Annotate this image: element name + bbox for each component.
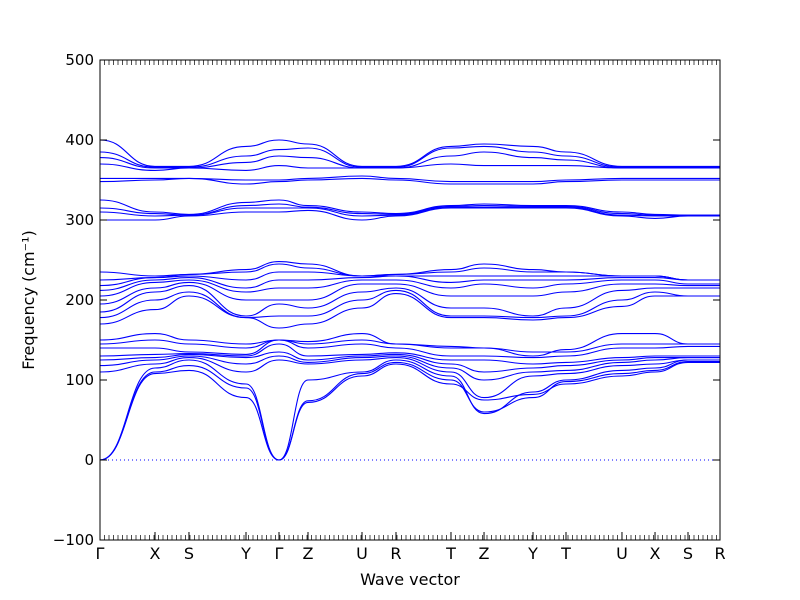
band-line (100, 333, 720, 357)
x-tick-label: Γ (275, 544, 284, 563)
x-tick-label: R (714, 544, 725, 563)
x-tick-label: X (650, 544, 661, 563)
band-line (100, 203, 720, 216)
x-tick-label: S (683, 544, 693, 563)
band-line (100, 177, 720, 185)
band-line (100, 279, 720, 297)
band-line (100, 339, 720, 353)
x-tick-label: R (390, 544, 401, 563)
x-tick-label: S (184, 544, 194, 563)
x-tick-label: Z (303, 544, 314, 563)
band-line (100, 281, 720, 305)
band-line (100, 351, 720, 373)
band-line (100, 261, 720, 281)
band-line (100, 285, 720, 317)
band-line (100, 175, 720, 183)
band-line (100, 355, 720, 381)
band-line (100, 145, 720, 168)
y-axis-ticks: −100 0 100 200 300 400 500 (53, 51, 720, 549)
band-line (100, 293, 720, 329)
band-line (100, 139, 720, 167)
x-tick-label: Y (240, 544, 251, 563)
band-line (100, 199, 720, 216)
x-tick-label: T (560, 544, 571, 563)
x-tick-label: U (356, 544, 368, 563)
band-line (100, 361, 720, 461)
band-line (100, 207, 720, 221)
y-axis-label: Frequency (cm⁻¹) (19, 230, 38, 369)
minor-ticks (99, 60, 717, 540)
band-line (100, 343, 720, 365)
x-tick-label: Z (479, 544, 490, 563)
x-tick-label: U (616, 544, 628, 563)
x-tick-label: T (445, 544, 456, 563)
y-tick-label: 100 (65, 371, 94, 389)
band-line (100, 206, 720, 217)
y-tick-label: 0 (84, 451, 94, 469)
band-line (100, 359, 720, 461)
y-tick-label: −100 (53, 531, 94, 549)
band-line (100, 275, 720, 291)
band-line (100, 289, 720, 319)
y-tick-label: 200 (65, 291, 94, 309)
x-tick-label: Γ (96, 544, 105, 563)
x-axis-label: Wave vector (360, 570, 460, 589)
y-tick-label: 400 (65, 131, 94, 149)
x-tick-label: X (150, 544, 161, 563)
y-tick-label: 300 (65, 211, 94, 229)
band-line (100, 339, 720, 359)
band-line (100, 151, 720, 169)
x-tick-label: Y (527, 544, 538, 563)
y-tick-label: 500 (65, 51, 94, 69)
band-line (100, 361, 720, 461)
band-lines (100, 139, 720, 461)
band-line (100, 357, 720, 399)
